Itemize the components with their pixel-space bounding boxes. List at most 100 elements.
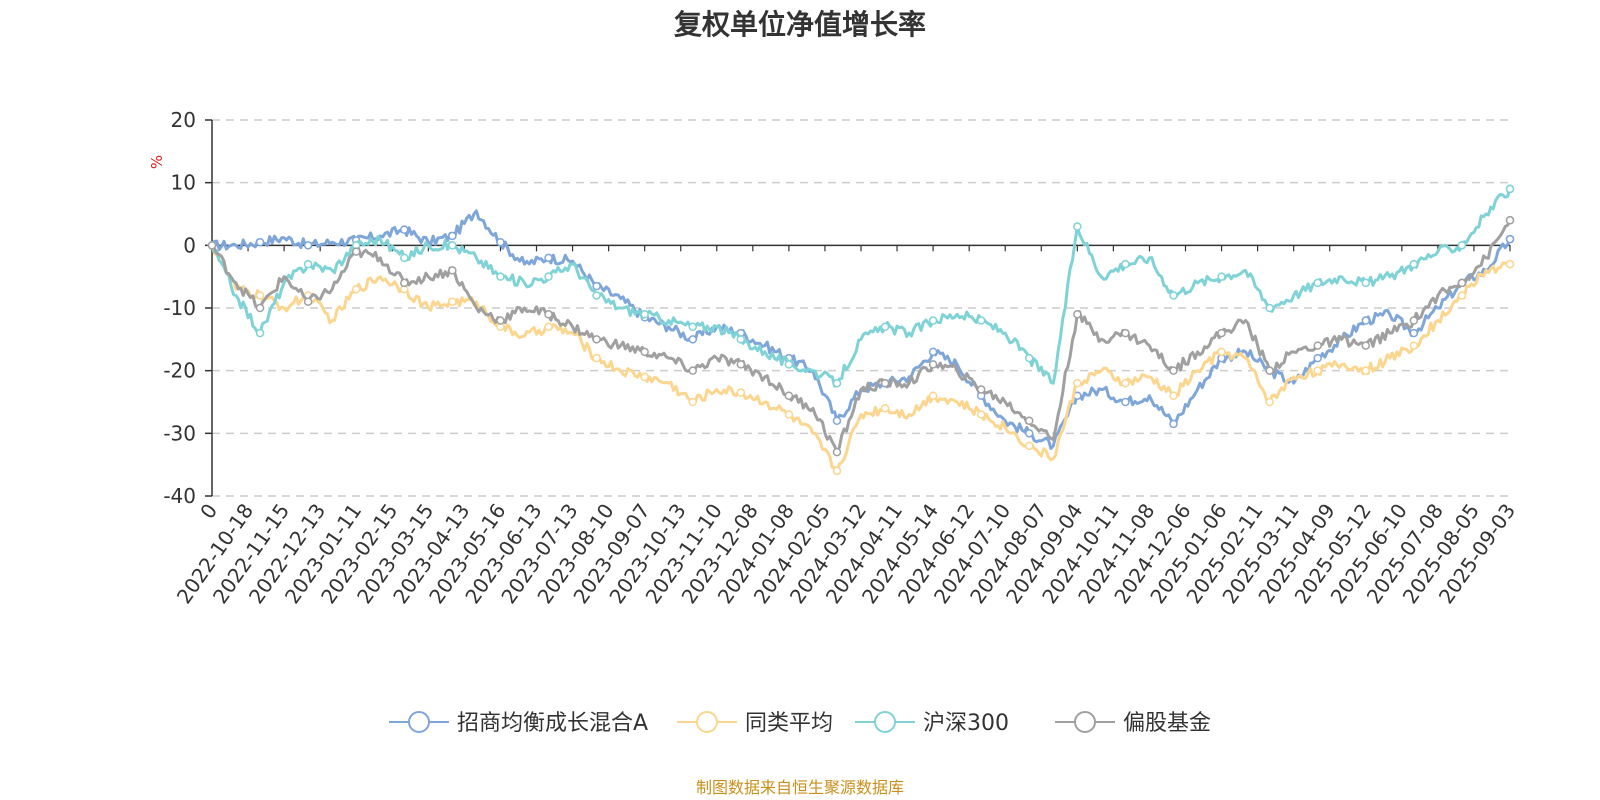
x-tick-label: 0 xyxy=(195,499,222,523)
series-point xyxy=(1025,429,1034,438)
series-point xyxy=(976,316,986,325)
series-point xyxy=(880,322,890,332)
series-point xyxy=(928,347,938,357)
series-point xyxy=(688,322,697,332)
series-point xyxy=(351,247,361,256)
series-point xyxy=(1505,184,1515,194)
series-point xyxy=(544,310,553,319)
series-point xyxy=(1361,366,1371,375)
y-tick-label: -20 xyxy=(163,359,196,383)
series-point xyxy=(880,378,890,388)
series-point xyxy=(592,291,601,300)
grid-lines xyxy=(212,119,1510,497)
series-point xyxy=(1409,341,1419,350)
series-point xyxy=(880,404,890,413)
series-point xyxy=(592,335,601,344)
series-point xyxy=(736,388,746,397)
series-point xyxy=(1505,259,1515,269)
legend-item[interactable]: 同类平均 xyxy=(677,711,833,736)
series-point xyxy=(1313,366,1322,375)
series-point xyxy=(1073,310,1082,319)
series-point xyxy=(1505,216,1515,225)
series-point xyxy=(496,316,505,325)
series-point xyxy=(1121,259,1130,269)
series-point xyxy=(303,297,313,306)
series-point xyxy=(255,291,265,300)
y-tick-label: 10 xyxy=(171,171,196,195)
legend[interactable]: 招商均衡成长混合A 同类平均 沪深300 偏股基金 xyxy=(389,711,1211,736)
series-lines xyxy=(207,184,1515,476)
legend-label: 偏股基金 xyxy=(1123,711,1211,736)
series-point xyxy=(832,447,842,457)
legend-swatch-circle xyxy=(1074,711,1096,733)
series-point xyxy=(1121,328,1130,338)
series-point xyxy=(640,310,649,319)
legend-swatch-circle xyxy=(408,711,430,733)
series-point xyxy=(592,281,601,291)
series-point xyxy=(1313,341,1322,350)
series-point xyxy=(1313,278,1322,288)
series-point xyxy=(1169,291,1178,300)
series-point xyxy=(832,378,842,388)
series-point xyxy=(1025,441,1034,451)
series-point xyxy=(640,347,649,357)
series-line xyxy=(210,188,1512,388)
y-tick-label: -40 xyxy=(163,484,196,508)
series-point xyxy=(448,266,457,275)
series-point xyxy=(1073,222,1082,231)
legend-swatch-circle xyxy=(874,711,896,733)
series-point xyxy=(1409,316,1419,325)
series-point xyxy=(1217,347,1226,357)
series-point xyxy=(1025,353,1034,363)
series-point xyxy=(640,372,649,382)
series-point xyxy=(1121,378,1130,388)
series-line xyxy=(210,219,1512,454)
series-point xyxy=(448,297,457,306)
legend-label: 沪深300 xyxy=(923,711,1009,736)
series-point xyxy=(688,335,697,344)
series-point xyxy=(1409,328,1419,338)
chart-title: 复权单位净值增长率 xyxy=(674,8,926,41)
series-point xyxy=(1361,316,1371,325)
series-point xyxy=(928,360,938,369)
series-point xyxy=(976,410,986,419)
series-point xyxy=(207,241,217,250)
series-point xyxy=(1361,341,1371,350)
series-point xyxy=(928,391,938,400)
series-point xyxy=(1073,378,1082,388)
series-point xyxy=(832,416,842,426)
series-point xyxy=(1457,291,1467,300)
y-tick-label: 20 xyxy=(171,108,196,132)
series-point xyxy=(544,272,553,281)
series-point xyxy=(1121,397,1130,407)
series-point xyxy=(928,316,938,325)
series-point xyxy=(1265,303,1274,313)
series-point xyxy=(592,353,601,363)
legend-label: 同类平均 xyxy=(745,711,833,736)
series-point xyxy=(688,397,697,407)
series-point xyxy=(400,278,409,288)
series-point xyxy=(303,241,313,250)
series-point xyxy=(1457,241,1467,250)
series-point xyxy=(1265,397,1274,407)
legend-item[interactable]: 沪深300 xyxy=(855,711,1009,736)
series-point xyxy=(400,225,409,234)
series-point xyxy=(1313,353,1322,363)
series-point xyxy=(784,360,794,369)
series-point xyxy=(1265,366,1274,375)
series-point xyxy=(1505,234,1515,244)
series-point xyxy=(784,391,794,400)
series-point xyxy=(255,303,265,313)
series-point xyxy=(351,284,361,294)
series-point xyxy=(1409,259,1419,269)
series-point xyxy=(1025,416,1034,426)
series-point xyxy=(400,253,409,263)
series-point xyxy=(303,259,313,269)
legend-item[interactable]: 招商均衡成长混合A xyxy=(389,711,648,736)
series-point xyxy=(544,253,553,263)
series-point xyxy=(448,231,457,241)
series-point xyxy=(1169,366,1178,375)
y-axis-unit: % xyxy=(148,155,166,169)
legend-item[interactable]: 偏股基金 xyxy=(1055,711,1211,736)
